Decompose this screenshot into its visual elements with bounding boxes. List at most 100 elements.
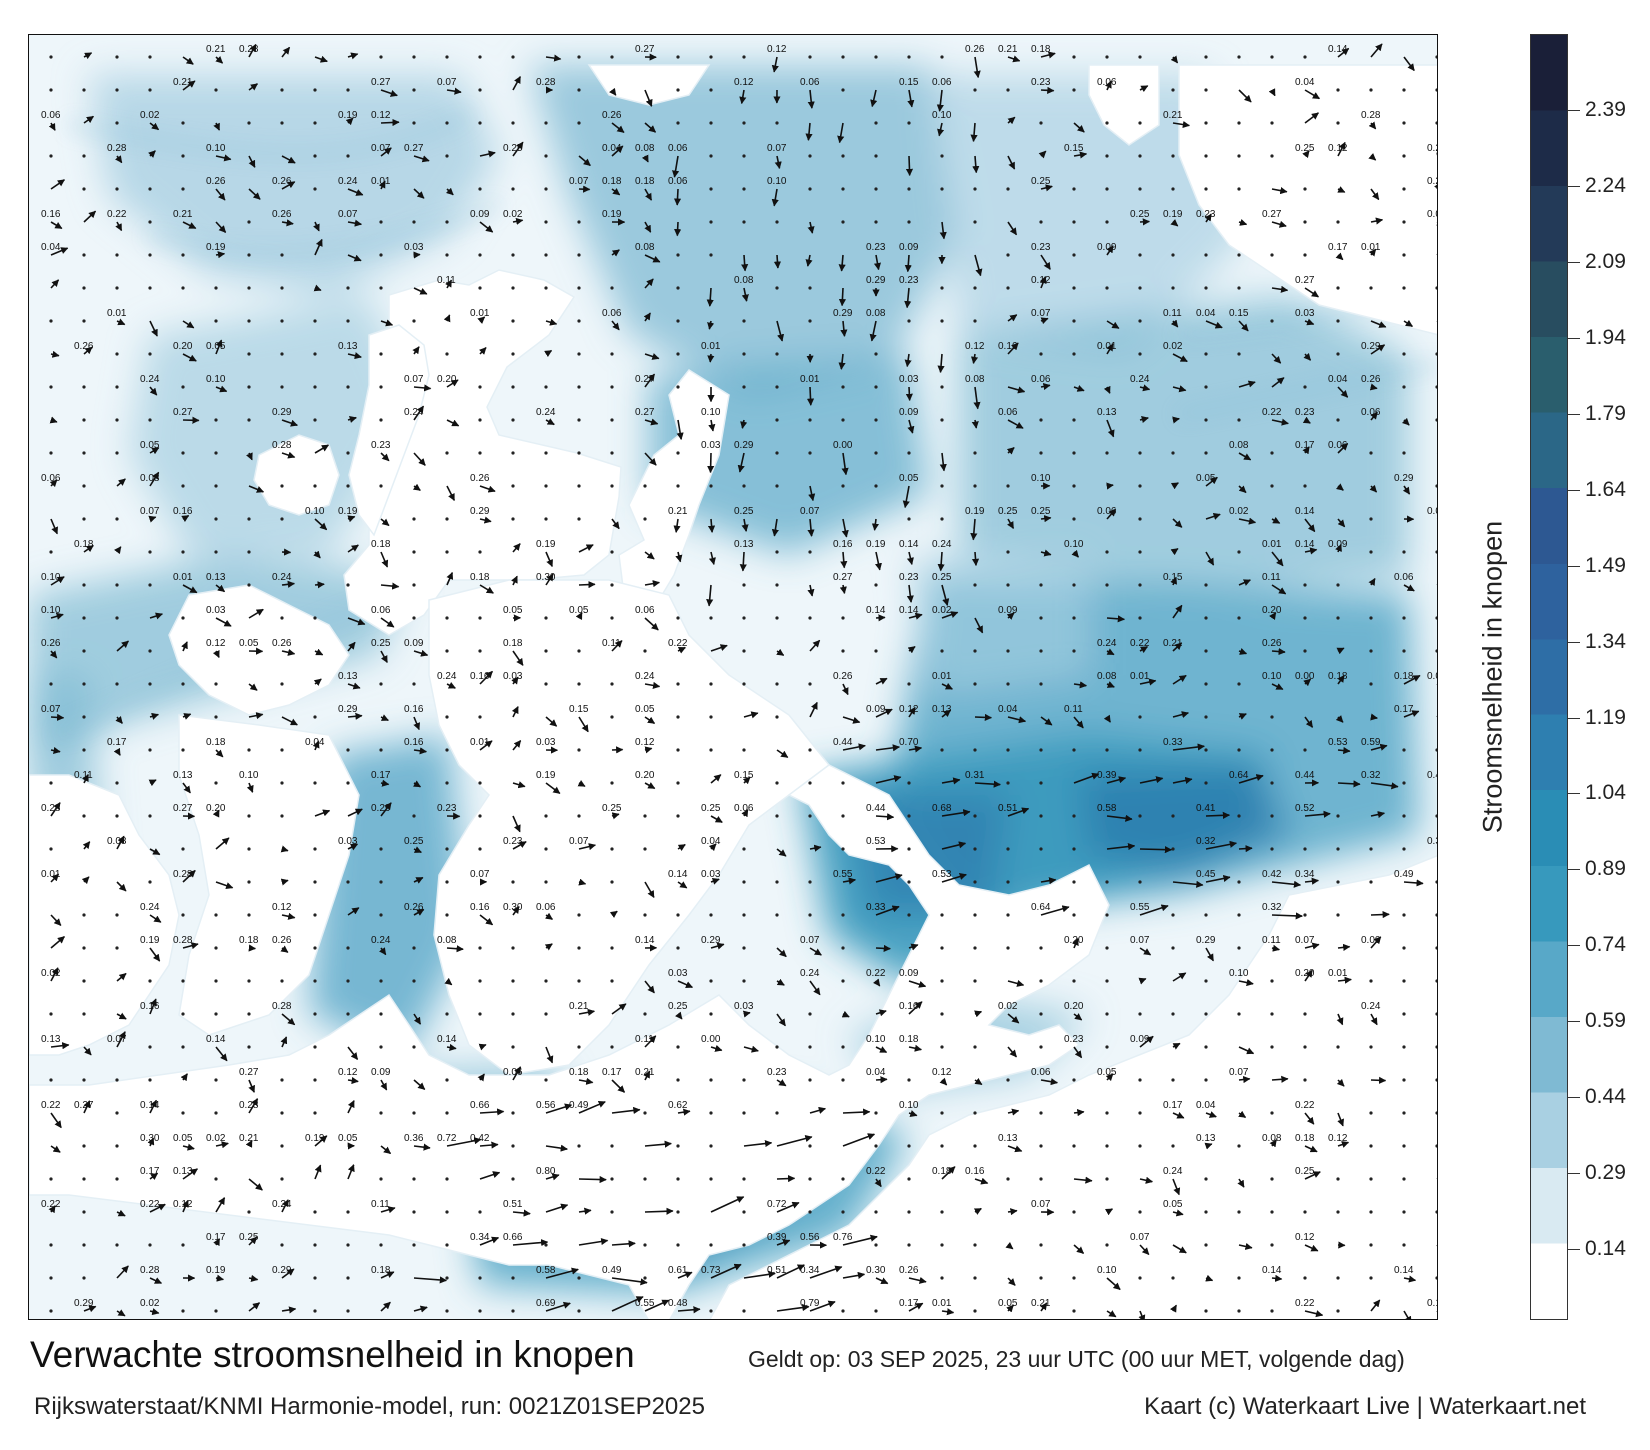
current-arrow xyxy=(380,1301,391,1312)
grid-dot xyxy=(280,616,284,620)
current-arrow xyxy=(611,640,623,652)
grid-dot xyxy=(49,451,53,455)
grid-dot xyxy=(1039,1012,1043,1016)
colorbar-tick-label: 0.59 xyxy=(1585,1009,1626,1033)
grid-dot xyxy=(973,1309,977,1313)
current-arrow xyxy=(1139,678,1157,686)
grid-dot xyxy=(1006,583,1010,587)
speed-label: 0.09 xyxy=(1130,1034,1150,1045)
grid-dot xyxy=(1171,1144,1175,1148)
grid-dot xyxy=(841,847,845,851)
grid-dot xyxy=(1204,121,1208,125)
current-arrow xyxy=(314,809,331,817)
current-arrow xyxy=(82,773,89,784)
current-arrow xyxy=(413,649,429,657)
speed-label: 0.27 xyxy=(371,77,391,88)
current-arrow xyxy=(50,247,69,256)
grid-dot xyxy=(907,781,911,785)
grid-dot xyxy=(940,649,944,653)
current-arrow xyxy=(677,980,694,989)
grid-dot xyxy=(544,847,548,851)
speed-label: 0.29 xyxy=(470,506,490,517)
grid-dot xyxy=(148,682,152,686)
current-arrow xyxy=(609,910,618,918)
grid-dot xyxy=(610,550,614,554)
grid-dot xyxy=(742,55,746,59)
current-arrow xyxy=(743,711,759,719)
speed-label: 0.72 xyxy=(437,1133,457,1144)
speed-label: 0.22 xyxy=(1262,407,1282,418)
grid-dot xyxy=(1039,1111,1043,1115)
speed-label: 0.61 xyxy=(668,1265,688,1276)
grid-dot xyxy=(148,649,152,653)
grid-dot xyxy=(49,55,53,59)
grid-dot xyxy=(808,814,812,818)
colorbar-tick-label: 0.29 xyxy=(1585,1161,1626,1185)
current-arrow xyxy=(1304,1112,1315,1125)
grid-dot xyxy=(379,1177,383,1181)
grid-dot xyxy=(907,1243,911,1247)
current-arrow xyxy=(837,122,845,144)
grid-dot xyxy=(412,1111,416,1115)
grid-dot xyxy=(445,781,449,785)
current-arrow xyxy=(1103,714,1111,723)
speed-label: 0.04 xyxy=(998,704,1018,715)
grid-dot xyxy=(214,286,218,290)
current-arrow xyxy=(215,584,226,593)
speed-label: 0.11 xyxy=(1262,935,1281,946)
current-arrow xyxy=(936,89,944,112)
grid-dot xyxy=(808,451,812,455)
grid-dot xyxy=(313,385,317,389)
current-arrow xyxy=(1105,1073,1114,1082)
speed-label: 0.08 xyxy=(1262,1133,1282,1144)
current-arrow xyxy=(1106,245,1114,256)
grid-dot xyxy=(1402,649,1406,653)
speed-label: 0.04 xyxy=(41,242,61,253)
current-arrow xyxy=(545,716,558,727)
current-arrow xyxy=(280,945,289,953)
grid-dot xyxy=(940,385,944,389)
current-arrow xyxy=(215,339,223,355)
current-arrow xyxy=(148,515,157,523)
speed-label: 0.25 xyxy=(1295,143,1315,154)
current-arrow xyxy=(380,518,390,527)
current-speed-map[interactable]: 0.21 0.28 0.27 0.12 0.26 0.21 0.18 0.14 0.21 0.27… xyxy=(28,34,1438,1320)
current-arrow xyxy=(380,617,395,628)
grid-dot xyxy=(1435,1144,1437,1148)
grid-dot xyxy=(1303,616,1307,620)
speed-label: 0.06 xyxy=(1328,440,1348,451)
grid-dot xyxy=(1369,1144,1373,1148)
current-arrow xyxy=(644,1140,672,1148)
speed-label: 0.13 xyxy=(173,1166,193,1177)
speed-label: 0.29 xyxy=(272,1265,292,1276)
speed-label: 0.21 xyxy=(569,1001,589,1012)
current-arrow xyxy=(575,611,583,621)
current-arrow xyxy=(941,584,950,606)
current-arrow xyxy=(1304,810,1331,818)
grid-dot xyxy=(1270,979,1274,983)
current-arrow xyxy=(248,1236,258,1246)
grid-dot xyxy=(115,814,119,818)
grid-dot xyxy=(610,484,614,488)
grid-dot xyxy=(148,1045,152,1049)
current-arrow xyxy=(840,320,848,337)
current-arrow xyxy=(578,878,587,886)
current-arrow xyxy=(1335,543,1342,553)
speed-label: 0.24 xyxy=(404,407,424,418)
current-arrow xyxy=(50,873,60,883)
current-arrow xyxy=(1302,416,1311,424)
grid-dot xyxy=(115,1144,119,1148)
grid-dot xyxy=(49,154,53,158)
grid-dot xyxy=(181,121,185,125)
grid-dot xyxy=(808,781,812,785)
current-arrow xyxy=(842,1271,866,1279)
speed-label: 0.58 xyxy=(536,1265,556,1276)
speed-label: 0.66 xyxy=(503,1232,523,1243)
grid-dot xyxy=(379,253,383,257)
grid-dot xyxy=(1402,352,1406,356)
current-arrow xyxy=(1238,979,1254,987)
speed-label: 0.25 xyxy=(1031,506,1051,517)
grid-dot xyxy=(808,1210,812,1214)
speed-label: 0.06 xyxy=(371,605,391,616)
grid-dot xyxy=(49,88,53,92)
